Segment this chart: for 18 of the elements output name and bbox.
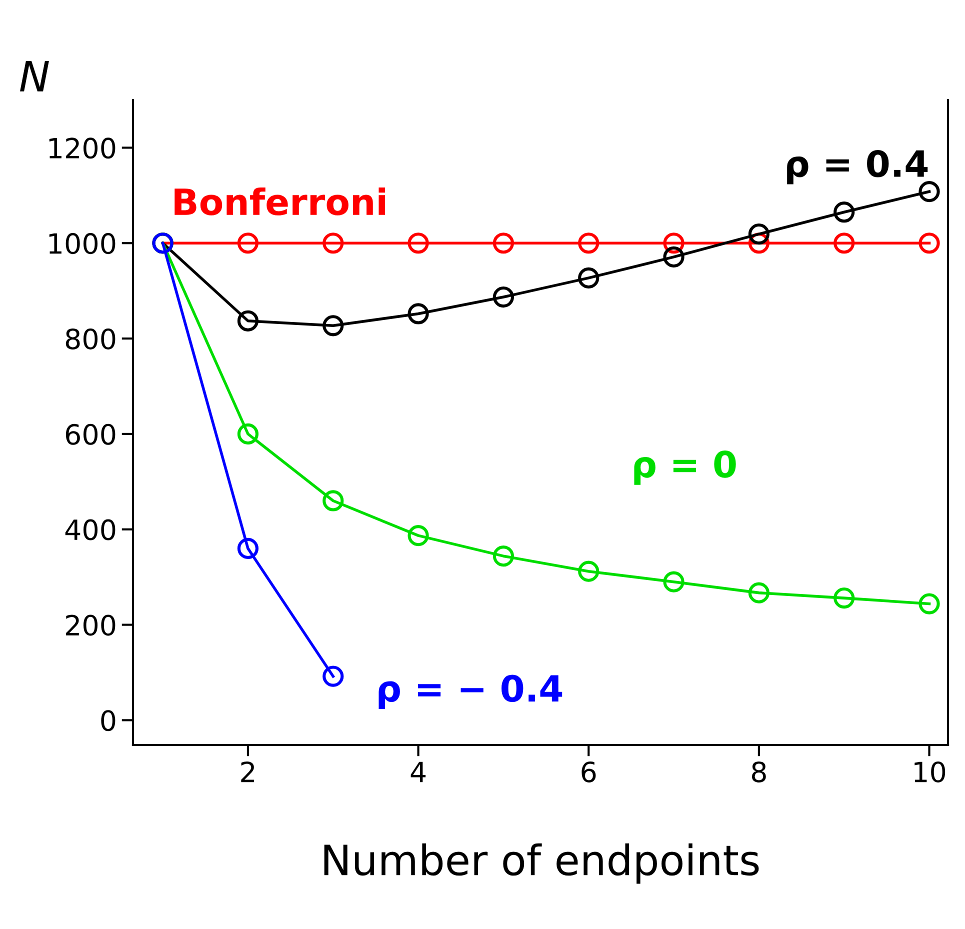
x-tick-label: 4 [410,762,426,782]
x-axis-title: Number of endpoints [324,843,759,884]
y-tick-label: 1000 [49,233,116,254]
series-label: ρ = − 0.4 [378,674,562,710]
x-tick-label: 8 [752,761,766,782]
y-tick-label: 200 [66,614,116,636]
text: ρ = 0 [634,450,736,485]
y-tick-label: 600 [66,424,116,445]
series-label: Bonferroni [174,187,386,216]
y-tick-label: 400 [65,519,116,540]
y-tick-label: 800 [66,328,116,350]
series-label: ρ = 0.4 [787,150,928,184]
x-tick-label: 6 [582,761,596,782]
x-tick-label: 10 [914,761,946,782]
y-axis-title: N [20,60,49,92]
x-tick-label: 2 [241,761,254,782]
y-tick-label: 0 [101,710,116,732]
y-tick-label: 1200 [49,138,116,159]
